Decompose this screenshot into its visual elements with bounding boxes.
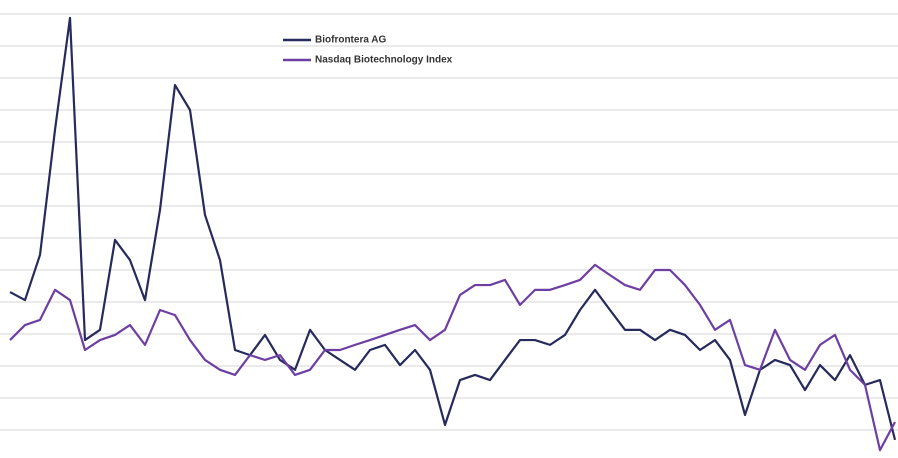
series-line xyxy=(9,16,897,441)
legend-label: Biofrontera AG xyxy=(315,35,387,46)
legend-label: Nasdaq Biotechnology Index xyxy=(315,55,453,66)
series-line xyxy=(9,263,896,452)
